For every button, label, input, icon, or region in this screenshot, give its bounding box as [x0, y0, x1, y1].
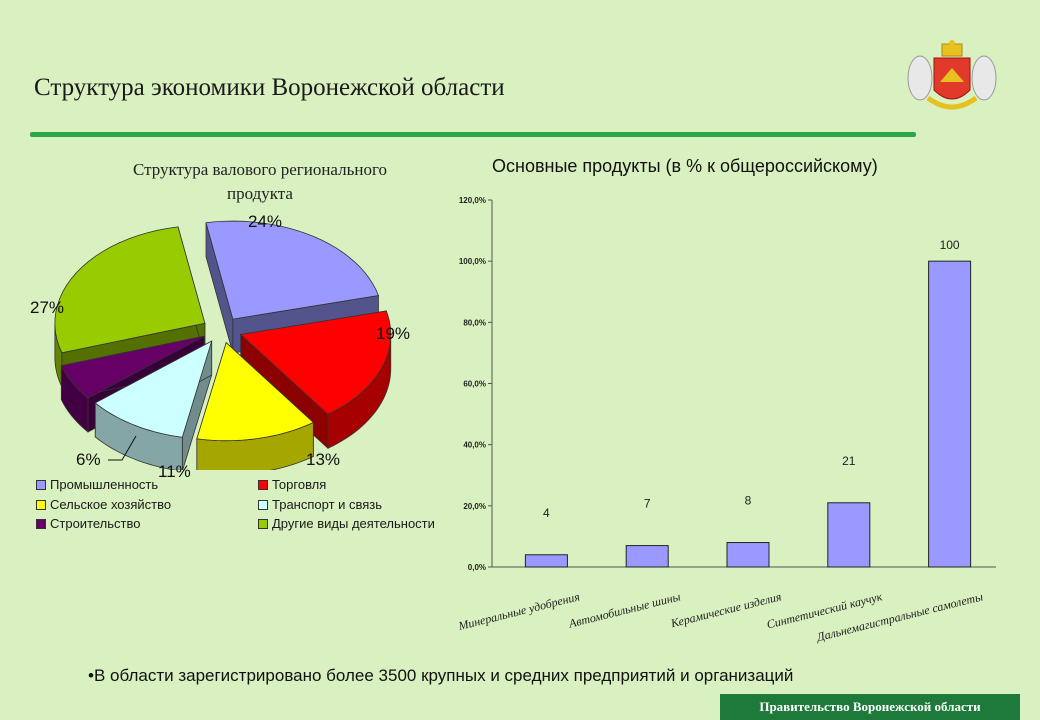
legend-swatch — [36, 479, 46, 490]
legend-label: Другие виды деятельности — [272, 516, 435, 531]
bar — [524, 554, 568, 568]
legend-swatch — [258, 499, 268, 510]
pie-percent-label: 13% — [306, 450, 341, 469]
pie-percent-label: 6% — [76, 450, 101, 469]
footer-label: Правительство Воронежской области — [720, 694, 1020, 720]
legend-item: Торговля — [258, 477, 326, 492]
coat-of-arms-icon — [907, 40, 997, 110]
legend-item: Другие виды деятельности — [258, 516, 435, 531]
legend-label: Торговля — [272, 477, 327, 492]
bar-value-label: 4 — [543, 506, 550, 520]
legend-swatch — [258, 518, 268, 529]
pie-slice — [196, 341, 315, 470]
bar-chart-title: Основные продукты (в % к общероссийскому… — [492, 156, 878, 176]
legend-item: Строительство — [36, 516, 140, 531]
y-tick-label: 20,0% — [463, 502, 486, 511]
leader-line — [108, 435, 137, 461]
legend-label: Транспорт и связь — [272, 497, 383, 512]
bar-value-label: 100 — [940, 238, 960, 252]
bar — [726, 542, 770, 568]
title-underline — [30, 132, 916, 137]
page-title: Структура экономики Воронежской области — [34, 74, 505, 101]
legend-item: Промышленность — [36, 477, 158, 492]
legend-swatch — [36, 518, 46, 529]
pie-percent-label: 19% — [376, 324, 411, 343]
footnote: •В области зарегистрировано более 3500 к… — [88, 666, 794, 685]
y-tick-label: 60,0% — [463, 380, 486, 389]
bar — [625, 545, 669, 568]
x-tick-label: Автомобильные шины — [566, 589, 681, 631]
legend-swatch — [258, 479, 268, 490]
y-tick-label: 0,0% — [468, 563, 486, 572]
pie-percent-label: 27% — [30, 298, 65, 317]
legend-label: Промышленность — [50, 477, 159, 492]
y-tick-label: 120,0% — [459, 196, 486, 205]
pie-percent-label: 24% — [248, 212, 283, 231]
pie-chart — [54, 220, 392, 470]
legend-item: Сельское хозяйство — [36, 497, 171, 512]
x-tick-label: Дальнемагистральные самолеты — [814, 589, 984, 644]
bar — [928, 260, 972, 568]
bar-value-label: 8 — [745, 494, 752, 508]
legend-label: Сельское хозяйство — [50, 497, 172, 512]
legend-label: Строительство — [50, 516, 141, 531]
bar-value-label: 7 — [644, 497, 651, 511]
pie-chart-title: Структура валового регионального продукт… — [132, 160, 388, 203]
bar-value-label: 21 — [842, 454, 856, 468]
y-tick-label: 100,0% — [459, 257, 486, 266]
bar — [827, 502, 871, 568]
pie-percent-label: 11% — [158, 462, 191, 481]
legend-swatch — [36, 499, 46, 510]
legend-item: Транспорт и связь — [258, 497, 382, 512]
pie-slice — [94, 340, 213, 470]
y-tick-label: 80,0% — [463, 318, 486, 327]
y-tick-label: 40,0% — [463, 441, 486, 450]
x-tick-label: Минеральные удобрения — [456, 589, 582, 633]
